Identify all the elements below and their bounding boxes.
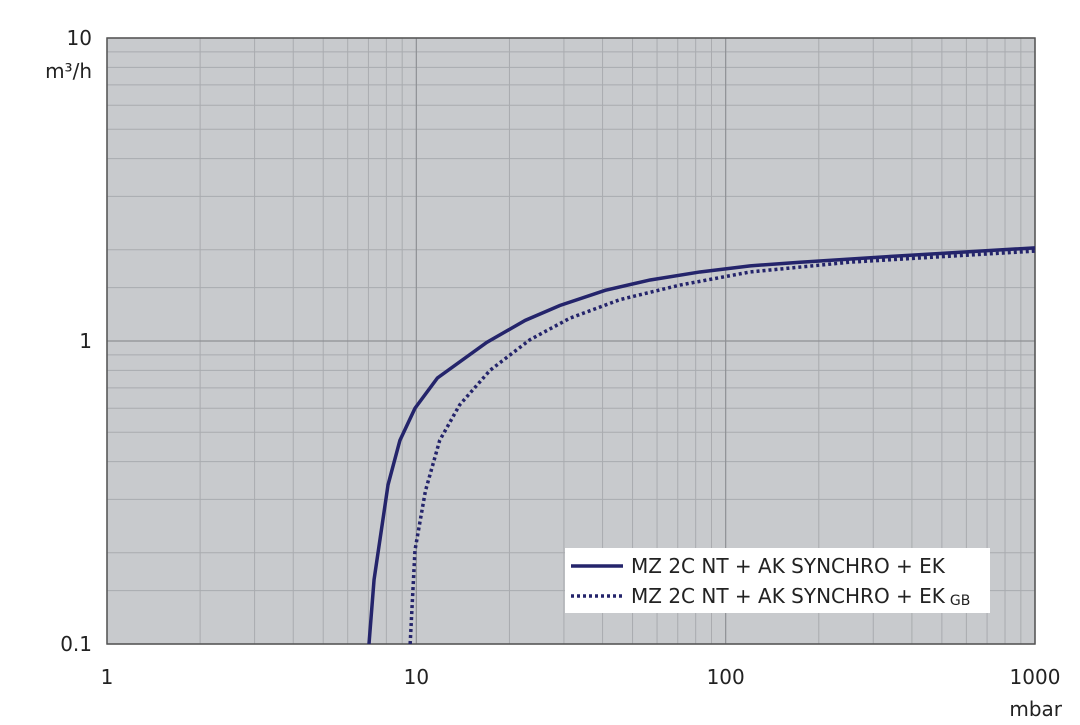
y-axis-label: m³/h: [45, 59, 92, 83]
legend-box: [565, 548, 990, 613]
y-tick-label: 0.1: [60, 632, 92, 656]
x-tick-label: 1000: [1010, 665, 1061, 689]
plot-border: [106, 37, 1036, 645]
x-tick-label: 1: [101, 665, 114, 689]
y-tick-label: 10: [67, 26, 92, 50]
y-tick-label: 1: [79, 329, 92, 353]
legend-label-suffix: GB: [950, 593, 970, 609]
x-tick-label: 100: [707, 665, 745, 689]
x-tick-label: 10: [404, 665, 429, 689]
series-line: [408, 249, 1035, 644]
legend-label: MZ 2C NT + AK SYNCHRO + EK: [631, 584, 946, 608]
legend-label: MZ 2C NT + AK SYNCHRO + EK: [631, 554, 946, 578]
x-axis-label: mbar: [1009, 697, 1062, 721]
series-line: [367, 246, 1035, 644]
